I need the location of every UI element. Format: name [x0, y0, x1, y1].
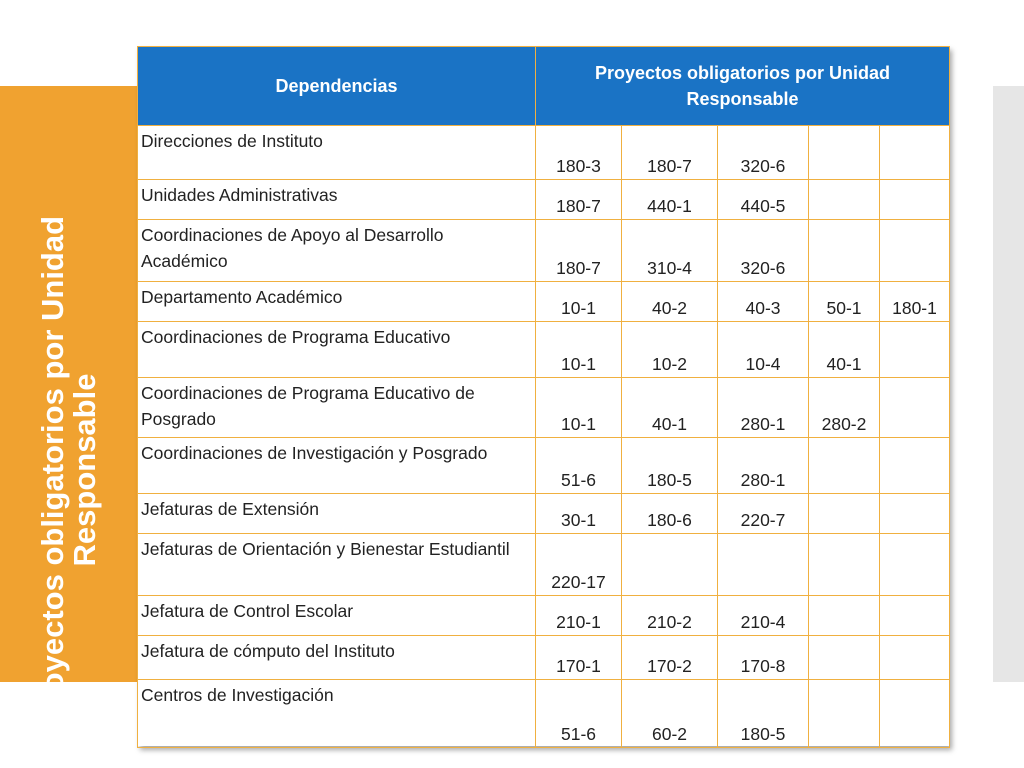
dependencia-cell: Coordinaciones de Apoyo al Desarrollo Ac… [137, 219, 536, 282]
project-code-cell [808, 437, 880, 494]
project-code-cell: 210-2 [621, 595, 718, 636]
project-code-cell: 180-6 [621, 493, 718, 534]
project-code-cell: 280-1 [717, 377, 809, 438]
dependencia-cell: Departamento Académico [137, 281, 536, 322]
project-code-cell [808, 493, 880, 534]
table-row: Coordinaciones de Apoyo al Desarrollo Ac… [137, 219, 950, 282]
project-code-cell: 280-1 [717, 437, 809, 494]
projects-table-container: Dependencias Proyectos obligatorios por … [137, 46, 950, 748]
projects-table: Dependencias Proyectos obligatorios por … [137, 46, 950, 748]
project-code-cell: 210-4 [717, 595, 809, 636]
project-code-cell: 180-7 [621, 125, 718, 180]
table-header-row: Dependencias Proyectos obligatorios por … [137, 46, 950, 126]
right-decor-bar [993, 86, 1024, 682]
dependencia-cell: Jefatura de cómputo del Instituto [137, 635, 536, 680]
project-code-cell: 440-5 [717, 179, 809, 220]
project-code-cell: 10-1 [535, 281, 622, 322]
project-code-cell: 220-7 [717, 493, 809, 534]
project-code-cell: 180-1 [879, 281, 950, 322]
project-code-cell [879, 635, 950, 680]
header-proyectos: Proyectos obligatorios por Unidad Respon… [535, 46, 950, 126]
project-code-cell: 210-1 [535, 595, 622, 636]
project-code-cell: 280-2 [808, 377, 880, 438]
table-row: Coordinaciones de Programa Educativo 10-1… [137, 321, 950, 378]
project-code-cell: 40-1 [808, 321, 880, 378]
project-code-cell [808, 679, 880, 748]
project-code-cell [879, 493, 950, 534]
project-code-cell: 60-2 [621, 679, 718, 748]
project-code-cell: 170-8 [717, 635, 809, 680]
table-row: Jefatura de Control Escolar 210-1 210-2 210… [137, 595, 950, 636]
table-row: Unidades Administrativas 180-7 440-1 440-5 [137, 179, 950, 220]
project-code-cell: 170-1 [535, 635, 622, 680]
project-code-cell [808, 125, 880, 180]
project-code-cell: 170-2 [621, 635, 718, 680]
project-code-cell: 40-3 [717, 281, 809, 322]
project-code-cell [879, 219, 950, 282]
project-code-cell [808, 595, 880, 636]
table-row: Coordinaciones de Investigación y Posgra… [137, 437, 950, 494]
table-row: Jefatura de cómputo del Instituto 170-1 17… [137, 635, 950, 680]
dependencia-cell: Jefaturas de Extensión [137, 493, 536, 534]
project-code-cell: 10-1 [535, 321, 622, 378]
project-code-cell: 180-5 [621, 437, 718, 494]
project-code-cell: 180-7 [535, 219, 622, 282]
dependencia-cell: Direcciones de Instituto [137, 125, 536, 180]
dependencia-cell: Jefatura de Control Escolar [137, 595, 536, 636]
dependencia-cell: Unidades Administrativas [137, 179, 536, 220]
project-code-cell [879, 179, 950, 220]
project-code-cell: 320-6 [717, 219, 809, 282]
project-code-cell [879, 437, 950, 494]
header-dependencias: Dependencias [137, 46, 536, 126]
project-code-cell: 30-1 [535, 493, 622, 534]
table-row: Direcciones de Instituto 180-3 180-7 320-6 [137, 125, 950, 180]
dependencia-cell: Coordinaciones de Investigación y Posgra… [137, 437, 536, 494]
project-code-cell: 220-17 [535, 533, 622, 596]
project-code-cell [879, 679, 950, 748]
table-row: Centros de Investigación 51-6 60-2 180-5 [137, 679, 950, 748]
project-code-cell [879, 595, 950, 636]
side-banner: Proyectos obligatorios por Unidad Respon… [0, 86, 138, 724]
project-code-cell [717, 533, 809, 596]
project-code-cell: 40-1 [621, 377, 718, 438]
dependencia-cell: Coordinaciones de Programa Educativo de … [137, 377, 536, 438]
table-row: Coordinaciones de Programa Educativo de … [137, 377, 950, 438]
dependencia-cell: Coordinaciones de Programa Educativo [137, 321, 536, 378]
project-code-cell: 180-7 [535, 179, 622, 220]
project-code-cell: 10-4 [717, 321, 809, 378]
project-code-cell: 310-4 [621, 219, 718, 282]
project-code-cell: 10-1 [535, 377, 622, 438]
project-code-cell [879, 533, 950, 596]
dependencia-cell: Jefaturas de Orientación y Bienestar Est… [137, 533, 536, 596]
project-code-cell [879, 321, 950, 378]
project-code-cell: 180-5 [717, 679, 809, 748]
project-code-cell [808, 179, 880, 220]
project-code-cell: 40-2 [621, 281, 718, 322]
project-code-cell [879, 125, 950, 180]
project-code-cell: 50-1 [808, 281, 880, 322]
project-code-cell: 51-6 [535, 679, 622, 748]
table-row: Jefaturas de Extensión 30-1 180-6 220-7 [137, 493, 950, 534]
dependencia-cell: Centros de Investigación [137, 679, 536, 748]
project-code-cell: 10-2 [621, 321, 718, 378]
table-row: Departamento Académico 10-1 40-2 40-3 50-1 18… [137, 281, 950, 322]
side-title: Proyectos obligatorios por Unidad Respon… [35, 215, 102, 725]
project-code-cell [879, 377, 950, 438]
table-row: Jefaturas de Orientación y Bienestar Est… [137, 533, 950, 596]
project-code-cell [621, 533, 718, 596]
project-code-cell [808, 635, 880, 680]
project-code-cell [808, 533, 880, 596]
project-code-cell: 180-3 [535, 125, 622, 180]
project-code-cell: 440-1 [621, 179, 718, 220]
project-code-cell: 320-6 [717, 125, 809, 180]
project-code-cell: 51-6 [535, 437, 622, 494]
project-code-cell [808, 219, 880, 282]
